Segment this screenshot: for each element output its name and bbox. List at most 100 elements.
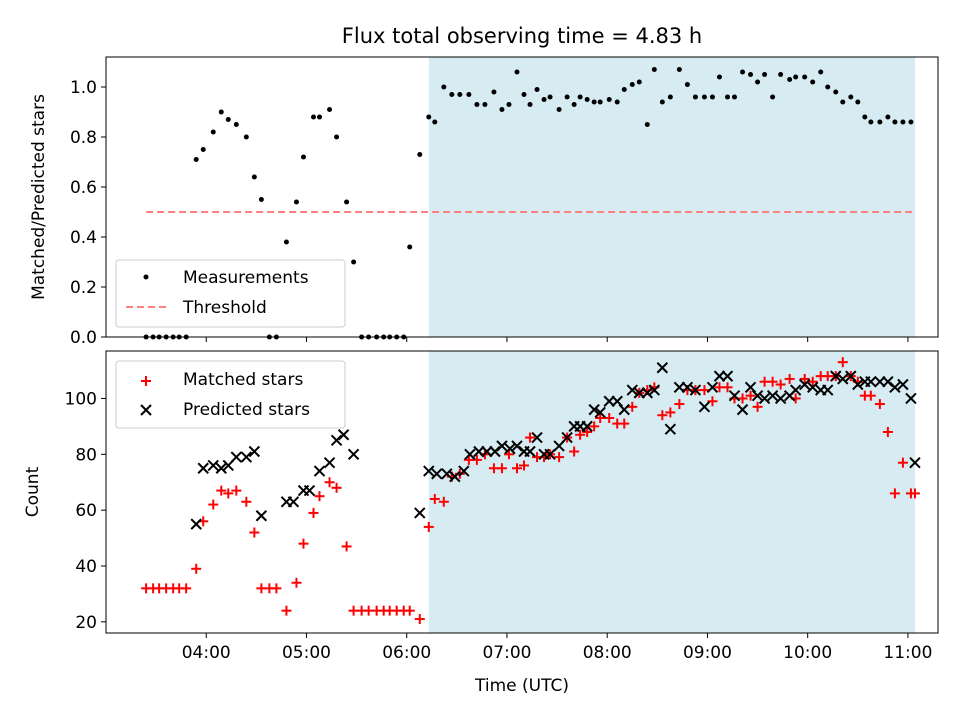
top-y-tick-label-3: 0.6 <box>70 178 97 198</box>
predicted-star-point <box>248 445 261 458</box>
measurement-point <box>218 109 224 115</box>
predicted-star-point <box>728 389 741 402</box>
measurement-point <box>667 94 673 100</box>
top-y-tick-label-5: 1.0 <box>70 78 97 98</box>
predicted-star-point <box>830 370 842 382</box>
measurement-point <box>770 94 776 100</box>
measurement-point <box>833 89 839 95</box>
predicted-star-point <box>489 445 501 458</box>
predicted-star-point <box>721 370 734 382</box>
measurement-point <box>243 134 249 140</box>
matched-star-point <box>784 373 795 384</box>
legend-matched-plus <box>141 376 151 386</box>
matched-star-point <box>525 432 536 443</box>
legend-predicted-label: Predicted stars <box>183 400 310 420</box>
predicted-star-point <box>511 440 523 452</box>
predicted-star-point <box>648 384 661 396</box>
matched-star-point <box>865 390 876 401</box>
top-y-tick-label-0: 0.0 <box>70 328 97 348</box>
bottom-x-axis-ticks: 04:00 05:00 06:00 07:00 08:00 09:00 10:00 11:00 <box>182 633 932 663</box>
measurement-point <box>868 119 874 125</box>
matched-star-point <box>767 376 778 387</box>
measurement-point <box>636 79 642 85</box>
matched-star-point <box>298 538 309 549</box>
legend-matched-marker <box>141 376 151 386</box>
predicted-star-point <box>751 389 764 402</box>
predicted-stars-points <box>190 362 921 530</box>
measurement-point <box>534 87 540 92</box>
measurement-point <box>474 102 480 107</box>
measurement-point <box>577 94 583 100</box>
measurement-point <box>644 122 650 127</box>
bottom-y-tick-label-2: 60 <box>75 501 97 521</box>
x-tick-label-3: 07:00 <box>482 643 531 663</box>
matched-star-point <box>181 583 192 594</box>
measurement-point <box>283 239 289 245</box>
predicted-star-point <box>347 448 360 461</box>
predicted-star-point <box>798 378 811 391</box>
bottom-y-axis-label: Count <box>23 466 43 517</box>
matched-star-point <box>595 413 606 424</box>
predicted-star-point <box>441 468 453 480</box>
measurement-point <box>564 94 570 100</box>
matched-star-point <box>627 401 638 412</box>
predicted-star-point <box>561 431 573 444</box>
matched-star-point <box>745 390 756 401</box>
measurement-point <box>810 79 816 85</box>
predicted-star-point <box>641 387 654 399</box>
predicted-star-point <box>618 403 630 416</box>
predicted-star-point <box>909 456 921 469</box>
matched-star-point <box>249 527 260 538</box>
measurement-point <box>506 102 512 107</box>
predicted-star-point <box>822 384 834 396</box>
matched-star-point <box>341 541 352 552</box>
measurement-point <box>692 94 698 100</box>
matched-star-point <box>281 605 292 616</box>
matched-star-point <box>619 418 630 429</box>
measurement-point <box>818 69 824 75</box>
measurement-point <box>877 119 883 125</box>
predicted-star-point <box>865 376 877 388</box>
x-tick-label-0: 04:00 <box>182 643 231 663</box>
top-panel: 0.0 0.2 0.4 0.6 0.8 1.0 Matched/Predicted sta… <box>29 56 939 348</box>
measurement-point <box>855 99 861 105</box>
predicted-star-point <box>689 384 702 396</box>
legend-matched-label: Matched stars <box>183 370 303 390</box>
x-tick-label-5: 09:00 <box>683 643 732 663</box>
predicted-star-point <box>240 451 253 463</box>
predicted-star-point <box>207 459 219 472</box>
measurement-point <box>701 94 707 100</box>
predicted-star-point <box>531 431 543 444</box>
measurement-point <box>432 119 438 125</box>
predicted-star-point <box>905 392 917 405</box>
top-plot-frame <box>105 56 939 338</box>
measurement-point <box>840 99 846 105</box>
top-y-tick-label-1: 0.2 <box>70 278 97 298</box>
measurement-point <box>606 97 612 102</box>
measurement-point <box>317 114 323 120</box>
matched-star-point <box>837 357 848 368</box>
predicted-star-point <box>544 448 556 461</box>
matched-star-point <box>674 399 685 410</box>
matched-star-point <box>582 426 593 437</box>
measurement-point <box>724 94 730 100</box>
top-observing-window-shade <box>428 57 915 337</box>
measurement-point <box>225 117 231 122</box>
measurement-point <box>778 72 784 77</box>
x-tick-label-4: 08:00 <box>583 643 632 663</box>
matched-star-point <box>707 396 718 407</box>
matched-star-point <box>909 488 920 499</box>
top-legend: Measurements Threshold <box>115 259 346 328</box>
measurement-point <box>200 147 206 152</box>
predicted-star-point <box>766 389 779 402</box>
measurement-point <box>293 199 299 205</box>
matched-star-point <box>554 452 565 463</box>
top-x-axis-ticks <box>205 337 909 342</box>
measurement-point <box>740 69 746 75</box>
predicted-star-point <box>230 451 243 463</box>
predicted-star-point <box>789 384 802 396</box>
matched-star-point <box>314 491 325 502</box>
predicted-star-point <box>504 443 516 455</box>
matched-star-point <box>657 410 668 421</box>
measurement-point <box>457 92 463 97</box>
